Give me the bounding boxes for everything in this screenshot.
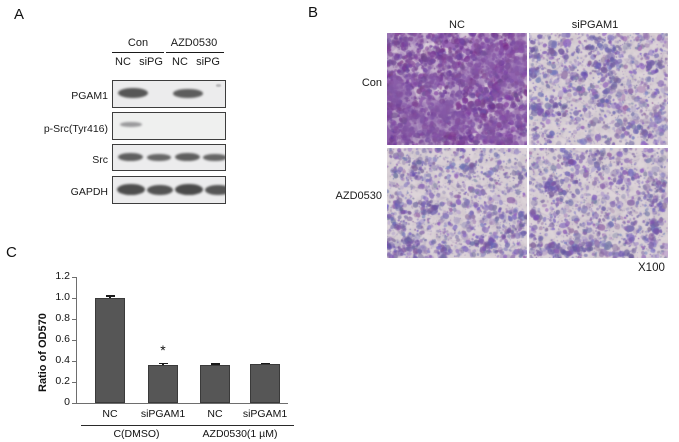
blot-row-label-psrc: p-Src(Tyr416) [43,123,108,135]
panel-b-transwell: B NC siPGAM1 Con AZD0530 X100 [300,0,679,290]
micrograph-con-nc [387,33,527,145]
chart-y-tick-label: 1.2 [55,270,70,282]
blot-row-label-gapdh: GAPDH [70,186,108,198]
chart-group-rule [81,425,192,427]
blot-band-gapdh-lane2 [147,184,173,195]
micrograph-azd0530-sipgam1 [529,148,668,258]
chart-error-bar-cap [158,362,168,365]
chart-error-bar [157,362,169,368]
blot-group-label-azd: AZD0530 [170,37,218,49]
chart-bar [250,363,280,403]
micrograph-azd0530-nc [387,148,527,258]
chart-y-tick [72,403,76,404]
panel-c-bar-chart: C Ratio of OD570 0 0.2 0.4 0.6 0.8 1.0 1.2 * N… [0,240,320,442]
blot-group-rule-azd [166,52,224,53]
chart-bar [95,298,125,403]
chart-y-tick-label: 0 [64,396,70,408]
panel-a-western-blot: A Con AZD0530 NC siPG NC siPG PGAM1 p-Sr… [0,0,300,230]
chart-group-rule [186,425,294,427]
chart-error-bar-stem [109,295,111,298]
chart-y-tick-label: 0.6 [55,333,70,345]
blot-group-rule-con [112,52,164,53]
chart-y-axis [76,277,78,403]
blot-group-label-con: Con [127,37,149,49]
blot-band-pgam1-lane1 [118,88,148,98]
chart-error-bar-cap [105,295,115,297]
chart-y-tick [72,277,76,278]
chart-error-bar [209,363,221,366]
blot-row-label-pgam1: PGAM1 [71,90,108,102]
chart-bar [200,364,230,403]
magnification-label: X100 [638,262,665,274]
chart-error-bar-cap [260,362,270,365]
blot-band-gapdh-lane4 [205,184,225,195]
blot-band-src-lane1 [118,153,143,161]
chart-y-tick-label: 0.2 [55,375,70,387]
blot-band-src-lane4 [203,153,225,161]
blot-band-pgam1-lane3 [173,88,203,98]
micrograph-con-sipgam1 [529,33,668,145]
panel-b-column-label-nc: NC [449,19,465,31]
blot-lane-label-3: NC [172,56,188,68]
chart-group-label: AZD0530(1 µM) [202,428,278,440]
chart-error-bar [104,295,116,300]
chart-bar [148,365,178,403]
chart-y-tick [72,298,76,299]
chart-error-bar [259,362,271,365]
chart-y-tick [72,361,76,362]
chart-group-label: C(DMSO) [113,428,160,440]
blot-band-src-lane2 [147,153,171,161]
panel-c-letter: C [6,244,17,261]
blot-band-gapdh-lane3 [175,184,203,195]
blot-box-psrc [112,112,226,140]
chart-x-tick-label: NC [207,408,223,420]
blot-lane-label-2: siPG [139,56,163,68]
chart-x-axis [76,403,288,405]
chart-x-tick-label: siPGAM1 [140,408,186,420]
panel-b-row-label-con: Con [361,77,382,89]
chart-x-tick-label: siPGAM1 [242,408,288,420]
blot-lane-label-1: NC [115,56,131,68]
chart-y-tick-label: 0.8 [55,312,70,324]
blot-band-gapdh-lane1 [117,184,145,195]
blot-lane-label-4: siPG [196,56,220,68]
blot-box-src [112,144,226,171]
blot-artifact-speck [216,84,221,87]
chart-y-tick [72,340,76,341]
chart-y-tick [72,382,76,383]
chart-y-tick-label: 1.0 [55,291,70,303]
blot-band-src-lane3 [175,153,200,161]
chart-x-tick-label: NC [102,408,118,420]
blot-box-gapdh [112,176,226,204]
chart-error-bar-cap [210,363,220,365]
blot-band-psrc-lane1 [120,121,142,127]
panel-b-column-label-sipgam1: siPGAM1 [571,19,619,31]
panel-b-row-label-azd0530: AZD0530 [335,190,382,202]
blot-row-label-src: Src [92,154,108,166]
blot-box-pgam1 [112,80,226,108]
chart-y-tick-label: 0.4 [55,354,70,366]
panel-a-letter: A [14,6,25,23]
panel-b-letter: B [308,4,319,21]
chart-significance-marker: * [160,341,166,358]
chart-y-tick [72,319,76,320]
